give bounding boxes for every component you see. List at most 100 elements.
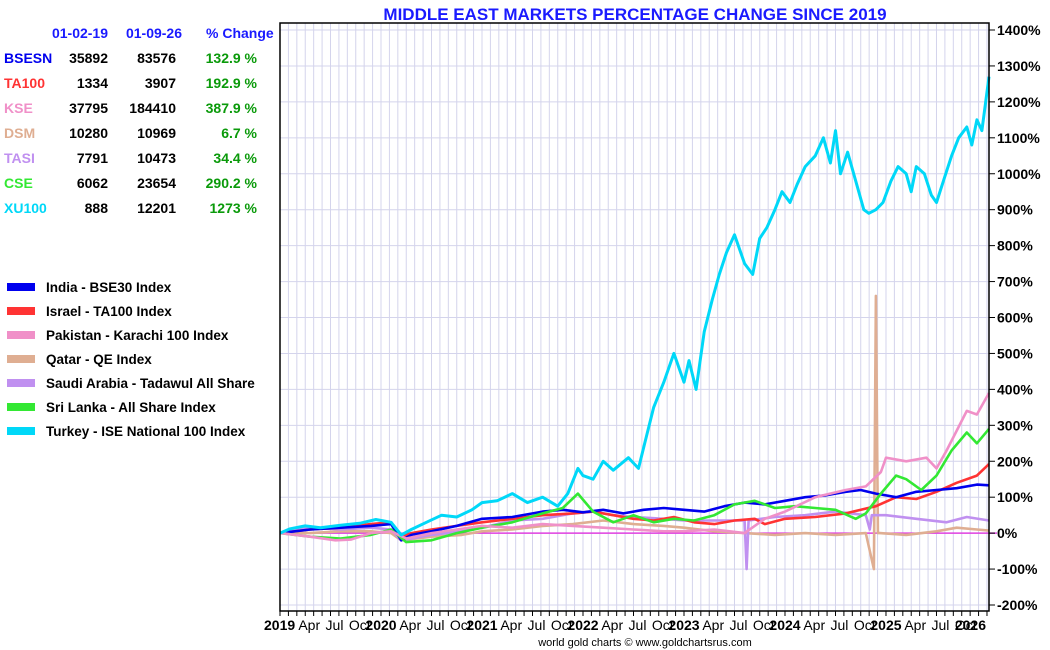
series-line-bsesn <box>279 483 990 542</box>
table-row: TA100 1334 3907 192.9 % <box>4 75 258 91</box>
table-symbol: DSM <box>4 125 35 141</box>
x-tick-month-label: Jul <box>427 617 445 633</box>
legend-label: Pakistan - Karachi 100 Index <box>46 328 229 343</box>
table-change-value: 132.9 % <box>206 50 258 66</box>
x-tick-month-label: Oct <box>349 617 371 633</box>
legend-item: Turkey - ISE National 100 Index <box>7 424 246 439</box>
legend-label: Israel - TA100 Index <box>46 304 172 319</box>
legend-swatch <box>7 331 35 339</box>
table-end-value: 3907 <box>145 75 176 91</box>
table-change-value: 1273 % <box>210 200 258 216</box>
y-tick-label: -100% <box>997 561 1038 577</box>
y-tick-label: 400% <box>997 381 1033 397</box>
table-row: XU100 888 12201 1273 % <box>4 200 258 216</box>
x-tick-year-label: 2024 <box>769 617 800 633</box>
legend-swatch <box>7 403 35 411</box>
y-tick-label: 300% <box>997 417 1033 433</box>
table-row: CSE 6062 23654 290.2 % <box>4 175 258 191</box>
y-tick-label: 0% <box>997 525 1018 541</box>
table-end-value: 10473 <box>137 150 176 166</box>
table-change-value: 387.9 % <box>206 100 258 116</box>
table-header-end: 01-09-26 <box>126 25 182 41</box>
summary-table: 01-02-19 01-09-26 % Change BSESN 35892 835… <box>4 25 274 216</box>
table-end-value: 184410 <box>129 100 176 116</box>
x-tick-year-label: 2021 <box>466 617 497 633</box>
x-tick-month-label: Apr <box>702 617 724 633</box>
y-tick-label: 200% <box>997 453 1033 469</box>
y-tick-label: 1400% <box>997 22 1041 38</box>
legend: India - BSE30 Index Israel - TA100 Index P… <box>7 280 255 439</box>
x-tick-month-label: Jul <box>326 617 344 633</box>
table-start-value: 1334 <box>77 75 108 91</box>
legend-item: India - BSE30 Index <box>7 280 172 295</box>
table-symbol: TASI <box>4 150 35 166</box>
footer-credit: world gold charts © www.goldchartsrus.co… <box>537 637 752 649</box>
x-tick-month-label: Oct <box>551 617 573 633</box>
y-tick-label: 500% <box>997 345 1033 361</box>
legend-item: Saudi Arabia - Tadawul All Share <box>7 376 255 391</box>
table-end-value: 10969 <box>137 125 176 141</box>
y-tick-label: 800% <box>997 238 1033 254</box>
series-lines <box>279 76 991 571</box>
legend-label: Saudi Arabia - Tadawul All Share <box>46 376 255 391</box>
table-change-value: 290.2 % <box>206 175 258 191</box>
table-change-value: 6.7 % <box>221 125 257 141</box>
x-tick-month-label: Oct <box>955 617 977 633</box>
x-tick-month-label: Apr <box>399 617 421 633</box>
legend-swatch <box>7 355 35 363</box>
x-tick-month-label: Apr <box>500 617 522 633</box>
legend-item: Israel - TA100 Index <box>7 304 172 319</box>
x-tick-month-label: Oct <box>450 617 472 633</box>
table-symbol: TA100 <box>4 75 45 91</box>
table-end-value: 23654 <box>137 175 176 191</box>
series-line-kse <box>279 392 991 542</box>
table-symbol: KSE <box>4 100 33 116</box>
legend-item: Pakistan - Karachi 100 Index <box>7 328 229 343</box>
series-line-cse <box>279 428 990 544</box>
y-tick-label: -200% <box>997 597 1038 613</box>
x-tick-month-label: Jul <box>932 617 950 633</box>
series-line-ta100 <box>279 463 990 539</box>
x-tick-year-label: 2026 <box>955 617 986 633</box>
y-tick-label: 900% <box>997 202 1033 218</box>
table-row: KSE 37795 184410 387.9 % <box>4 100 258 116</box>
legend-swatch <box>7 307 35 315</box>
table-end-value: 12201 <box>137 200 176 216</box>
table-symbol: BSESN <box>4 50 52 66</box>
table-start-value: 37795 <box>69 100 108 116</box>
legend-label: Turkey - ISE National 100 Index <box>46 424 246 439</box>
table-end-value: 83576 <box>137 50 176 66</box>
table-start-value: 888 <box>85 200 109 216</box>
legend-swatch <box>7 379 35 387</box>
table-start-value: 6062 <box>77 175 108 191</box>
table-start-value: 35892 <box>69 50 108 66</box>
table-start-value: 10280 <box>69 125 108 141</box>
x-tick-month-label: Apr <box>298 617 320 633</box>
x-tick-month-label: Oct <box>652 617 674 633</box>
x-tick-month-label: Apr <box>904 617 926 633</box>
table-row: TASI 7791 10473 34.4 % <box>4 150 258 166</box>
table-change-value: 192.9 % <box>206 75 258 91</box>
table-symbol: XU100 <box>4 200 47 216</box>
x-tick-month-label: Jul <box>730 617 748 633</box>
y-tick-label: 600% <box>997 310 1033 326</box>
table-row: DSM 10280 10969 6.7 % <box>4 125 258 141</box>
y-tick-label: 1000% <box>997 166 1041 182</box>
x-tick-month-label: Jul <box>831 617 849 633</box>
chart-title: MIDDLE EAST MARKETS PERCENTAGE CHANGE SI… <box>383 5 886 24</box>
x-tick-month-label: Apr <box>803 617 825 633</box>
y-tick-label: 1200% <box>997 94 1041 110</box>
table-change-value: 34.4 % <box>213 150 257 166</box>
x-tick-year-label: 2019 <box>264 617 295 633</box>
x-tick-year-label: 2022 <box>567 617 598 633</box>
table-symbol: CSE <box>4 175 33 191</box>
table-row: BSESN 35892 83576 132.9 % <box>4 50 258 66</box>
x-tick-year-label: 2025 <box>870 617 901 633</box>
legend-swatch <box>7 427 35 435</box>
y-tick-label: 100% <box>997 489 1033 505</box>
table-header-change: % Change <box>206 25 274 41</box>
x-tick-month-label: Jul <box>629 617 647 633</box>
table-header-start: 01-02-19 <box>52 25 108 41</box>
